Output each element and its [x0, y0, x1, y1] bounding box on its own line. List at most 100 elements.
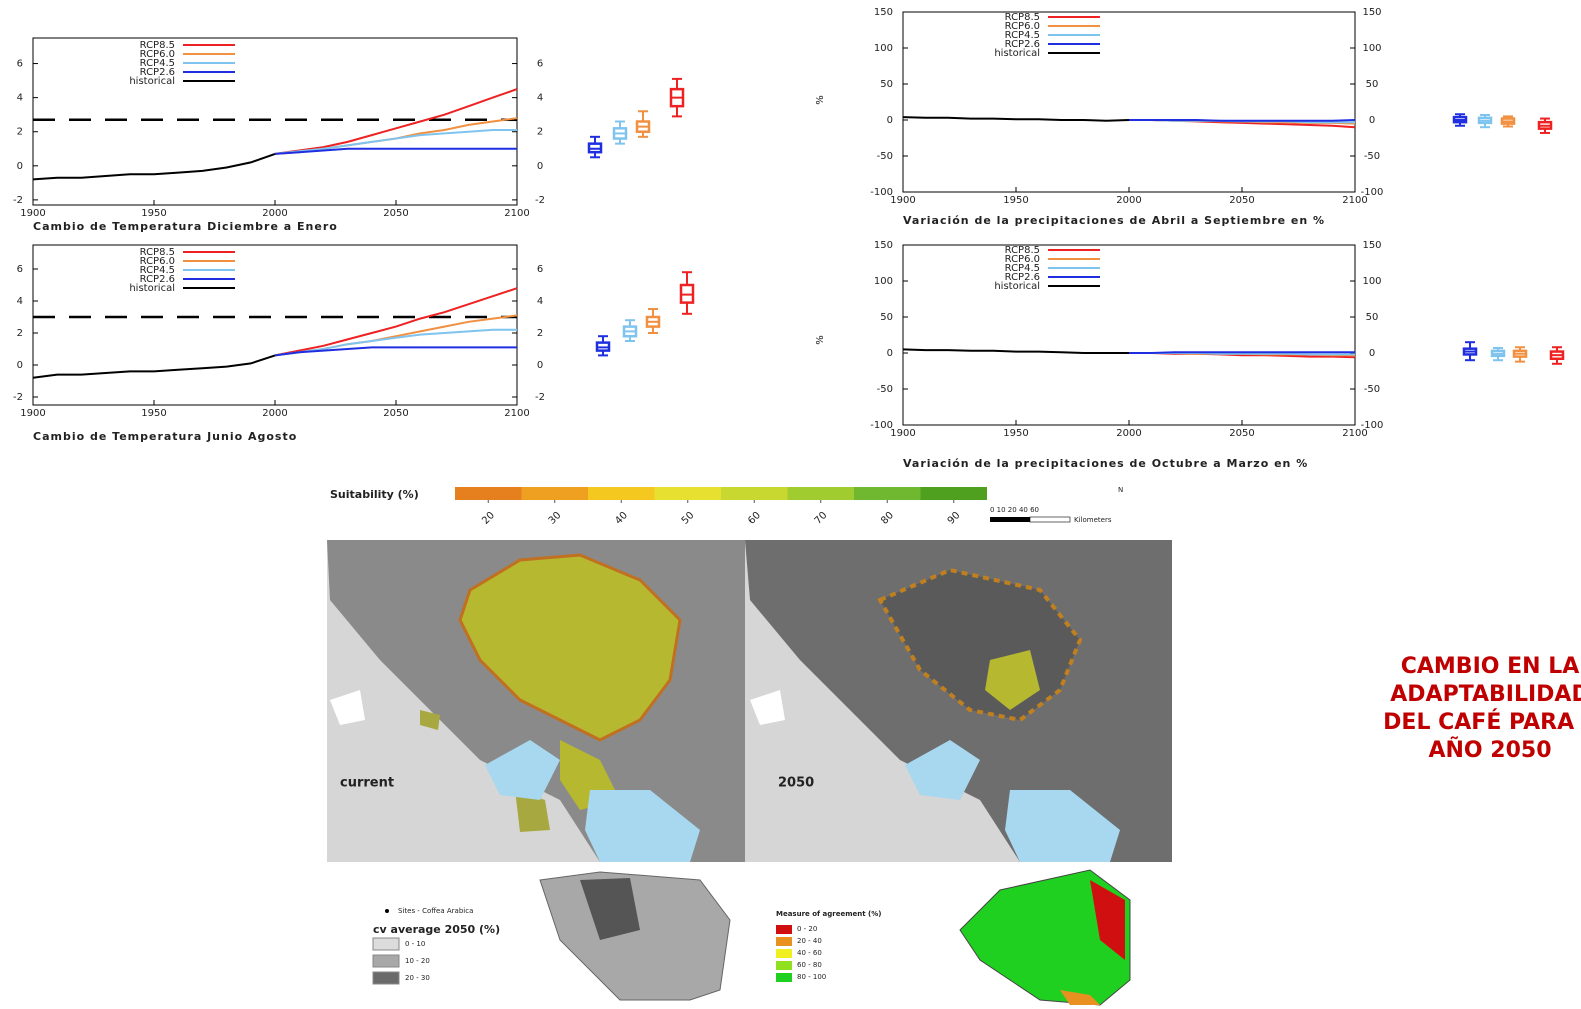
- y-tick-label: 4: [17, 296, 23, 307]
- colorbar-segment: [721, 487, 788, 500]
- north-arrow: N: [1118, 486, 1123, 494]
- x-tick-label: 2050: [383, 408, 408, 419]
- panel-label: current: [340, 776, 394, 791]
- y-tick-label: -50: [877, 151, 893, 162]
- colorbar-segment: [854, 487, 921, 500]
- y2-tick-label: 50: [1366, 79, 1379, 90]
- y2-tick-label: 150: [1362, 240, 1381, 251]
- series-line: [1129, 120, 1355, 121]
- y-tick-label: 6: [17, 264, 23, 275]
- series-line: [275, 288, 517, 355]
- legend-swatch: [373, 972, 399, 984]
- scale-unit: Kilometers: [1074, 516, 1112, 524]
- x-axis-title: Variación de la precipitaciones de Abril…: [903, 214, 1325, 227]
- y-tick-label: -50: [877, 384, 893, 395]
- series-line: [275, 89, 517, 154]
- legend-label: 80 - 100: [797, 973, 826, 981]
- y2-tick-label: -50: [1364, 384, 1380, 395]
- legend-swatch: [776, 973, 792, 982]
- y-tick-label: -2: [13, 195, 23, 206]
- y2-tick-label: 4: [537, 296, 543, 307]
- caption-line: DEL CAFÉ PARA E: [1383, 709, 1581, 735]
- y-tick-label: 50: [880, 79, 893, 90]
- caption-line: CAMBIO EN LA: [1401, 654, 1580, 679]
- y-tick-label: 0: [17, 161, 23, 172]
- y2-tick-label: 0: [1369, 115, 1375, 126]
- scale-bar: [1030, 517, 1070, 522]
- panel-label: 2050: [778, 776, 814, 791]
- colorbar-tick-label: 70: [813, 510, 830, 527]
- y-tick-label: -2: [13, 392, 23, 403]
- y-tick-label: 2: [17, 127, 23, 138]
- caption-line: AÑO 2050: [1428, 737, 1551, 763]
- x-tick-label: 2050: [383, 208, 408, 219]
- map-current: [327, 540, 745, 862]
- legend-label: historical: [994, 48, 1040, 59]
- legend-label: 20 - 30: [405, 974, 430, 982]
- y-tick-label: 150: [874, 240, 893, 251]
- legend-label: 0 - 10: [405, 940, 425, 948]
- y-tick-label: 100: [874, 276, 893, 287]
- legend-swatch: [776, 925, 792, 934]
- x-tick-label: 2000: [262, 408, 287, 419]
- scale-bar: [990, 517, 1030, 522]
- y-tick-label: 50: [880, 312, 893, 323]
- legend-label: historical: [129, 283, 175, 294]
- series-line: [1129, 352, 1355, 353]
- y2-tick-label: 150: [1362, 7, 1381, 18]
- legend-swatch: [776, 937, 792, 946]
- map-2050: [745, 540, 1172, 862]
- x-tick-label: 1900: [20, 408, 45, 419]
- colorbar-tick-label: 30: [547, 510, 564, 527]
- series-line: [33, 154, 275, 180]
- plot-frame: [33, 245, 517, 405]
- plot-frame: [903, 245, 1355, 425]
- x-tick-label: 2100: [1342, 428, 1367, 439]
- y2-tick-label: 2: [537, 328, 543, 339]
- y-tick-label: 6: [17, 59, 23, 70]
- x-tick-label: 2000: [262, 208, 287, 219]
- x-tick-label: 2100: [504, 208, 529, 219]
- y2-tick-label: 0: [537, 161, 543, 172]
- y-tick-label: 4: [17, 93, 23, 104]
- y2-tick-label: 0: [537, 360, 543, 371]
- y2-tick-label: 50: [1366, 312, 1379, 323]
- series-line: [903, 117, 1129, 121]
- x-axis-title: Variación de la precipitaciones de Octub…: [903, 457, 1308, 470]
- colorbar-segment: [788, 487, 855, 500]
- colorbar-tick-label: 20: [480, 510, 497, 527]
- colorbar-tick-label: 40: [613, 510, 630, 527]
- legend-label: 20 - 40: [797, 937, 822, 945]
- y-tick-label: 2: [17, 328, 23, 339]
- legend-label: 0 - 20: [797, 925, 817, 933]
- x-tick-label: 2100: [1342, 195, 1367, 206]
- x-tick-label: 1950: [1003, 195, 1028, 206]
- caption-line: ADAPTABILIDAD: [1390, 682, 1581, 707]
- y-tick-label: 0: [17, 360, 23, 371]
- x-tick-label: 2100: [504, 408, 529, 419]
- y2-tick-label: -50: [1364, 151, 1380, 162]
- x-tick-label: 2050: [1229, 195, 1254, 206]
- x-tick-label: 1900: [890, 428, 915, 439]
- colorbar-segment: [655, 487, 722, 500]
- series-line: [33, 355, 275, 377]
- y-tick-label: 100: [874, 43, 893, 54]
- y-axis-title: %: [815, 95, 826, 105]
- colorbar-tick-label: 80: [879, 510, 896, 527]
- legend-label: historical: [994, 281, 1040, 292]
- legend-label: historical: [129, 76, 175, 87]
- x-axis-title: Cambio de Temperatura Diciembre a Enero: [33, 220, 338, 233]
- y2-tick-label: 0: [1369, 348, 1375, 359]
- y-tick-label: 0: [887, 115, 893, 126]
- y-tick-label: 0: [887, 348, 893, 359]
- y2-tick-label: -2: [535, 392, 545, 403]
- legend-swatch: [776, 961, 792, 970]
- sites-marker: [385, 909, 389, 913]
- x-tick-label: 1950: [1003, 428, 1028, 439]
- y2-tick-label: 100: [1362, 43, 1381, 54]
- legend-label: 10 - 20: [405, 957, 430, 965]
- slide: 0 10 20 40 60 Kilometers N Suitability (…: [0, 0, 1581, 1009]
- colorbar-segment: [455, 487, 522, 500]
- inset-maps: [540, 870, 1130, 1005]
- colorbar-segment: [522, 487, 589, 500]
